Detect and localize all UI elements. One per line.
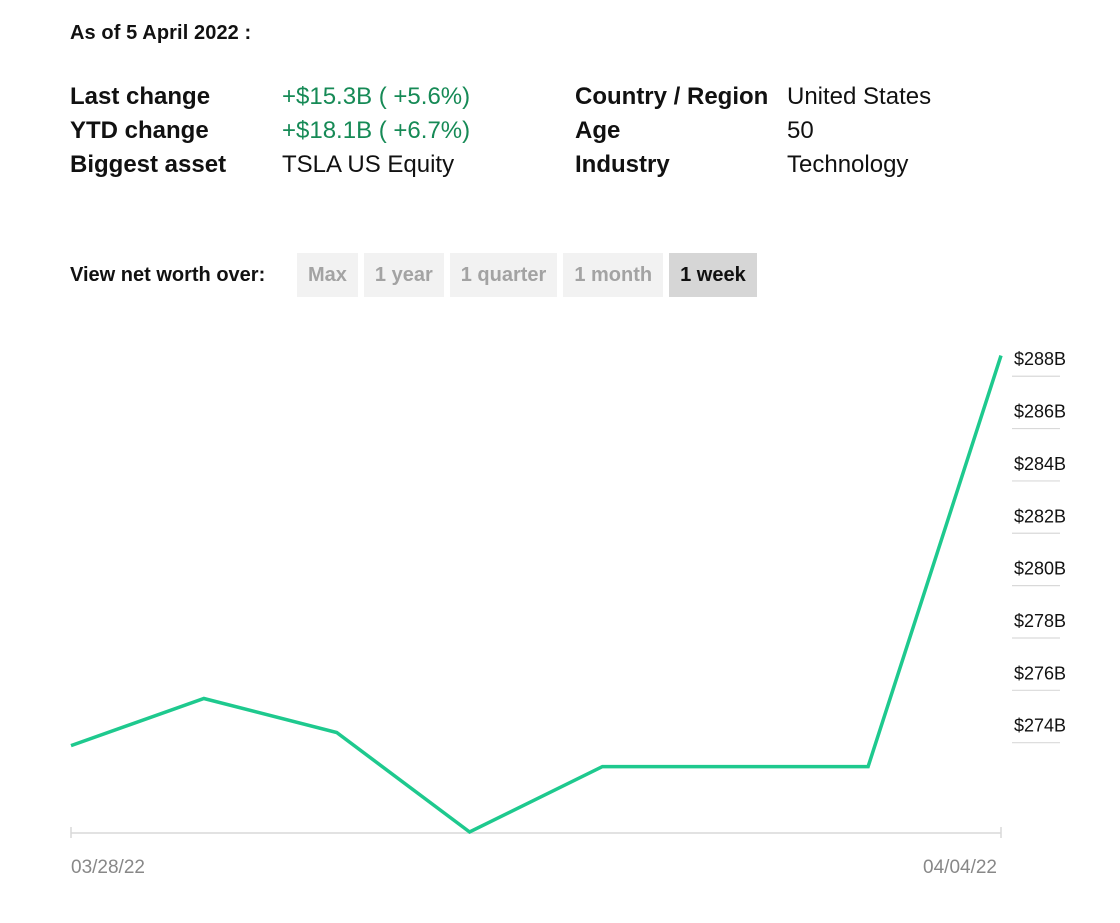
stat-row-biggest-asset: Biggest asset TSLA US Equity Industry Te… [70, 148, 1030, 182]
biggest-asset-value: TSLA US Equity [282, 151, 455, 178]
x-tick-label: 03/28/22 [71, 857, 145, 878]
y-tick-label: $276B [1014, 663, 1066, 683]
net-worth-range-selector: View net worth over: Max 1 year 1 quarte… [70, 253, 970, 297]
range-button-1-week[interactable]: 1 week [669, 253, 757, 297]
as-of-date: As of 5 April 2022 : [70, 22, 252, 44]
net-worth-series-line [70, 355, 1003, 835]
stat-row-last-change: Last change +$15.3B ( +5.6%) Country / R… [70, 80, 1030, 114]
range-button-1-quarter[interactable]: 1 quarter [449, 253, 558, 297]
last-change-value: +$15.3B ( +5.6%) [282, 83, 471, 110]
ytd-change-label: YTD change [70, 117, 209, 144]
y-tick-label: $284B [1014, 454, 1066, 474]
stat-row-ytd-change: YTD change +$18.1B ( +6.7%) Age 50 [70, 114, 1030, 148]
profile-stats: Last change +$15.3B ( +5.6%) Country / R… [70, 80, 1030, 190]
age-value: 50 [787, 117, 814, 144]
country-region-label: Country / Region [575, 83, 769, 110]
x-tick-label: 04/04/22 [923, 857, 997, 878]
y-tick-label: $286B [1014, 402, 1066, 422]
biggest-asset-label: Biggest asset [70, 151, 227, 178]
y-tick-label: $274B [1014, 716, 1066, 736]
last-change-label: Last change [70, 83, 211, 110]
ytd-change-value: +$18.1B ( +6.7%) [282, 117, 471, 144]
y-tick-label: $278B [1014, 611, 1066, 631]
range-selector-label: View net worth over: [70, 264, 266, 286]
range-button-1-year[interactable]: 1 year [363, 253, 444, 297]
industry-value: Technology [787, 151, 909, 178]
range-button-max[interactable]: Max [297, 253, 358, 297]
age-label: Age [575, 117, 621, 144]
range-button-group: Max 1 year 1 quarter 1 month 1 week [297, 253, 757, 297]
y-tick-label: $288B [1014, 349, 1066, 369]
y-tick-label: $282B [1014, 506, 1066, 526]
country-region-value: United States [787, 83, 932, 110]
y-tick-label: $280B [1014, 559, 1066, 579]
industry-label: Industry [575, 151, 670, 178]
range-button-1-month[interactable]: 1 month [563, 253, 664, 297]
